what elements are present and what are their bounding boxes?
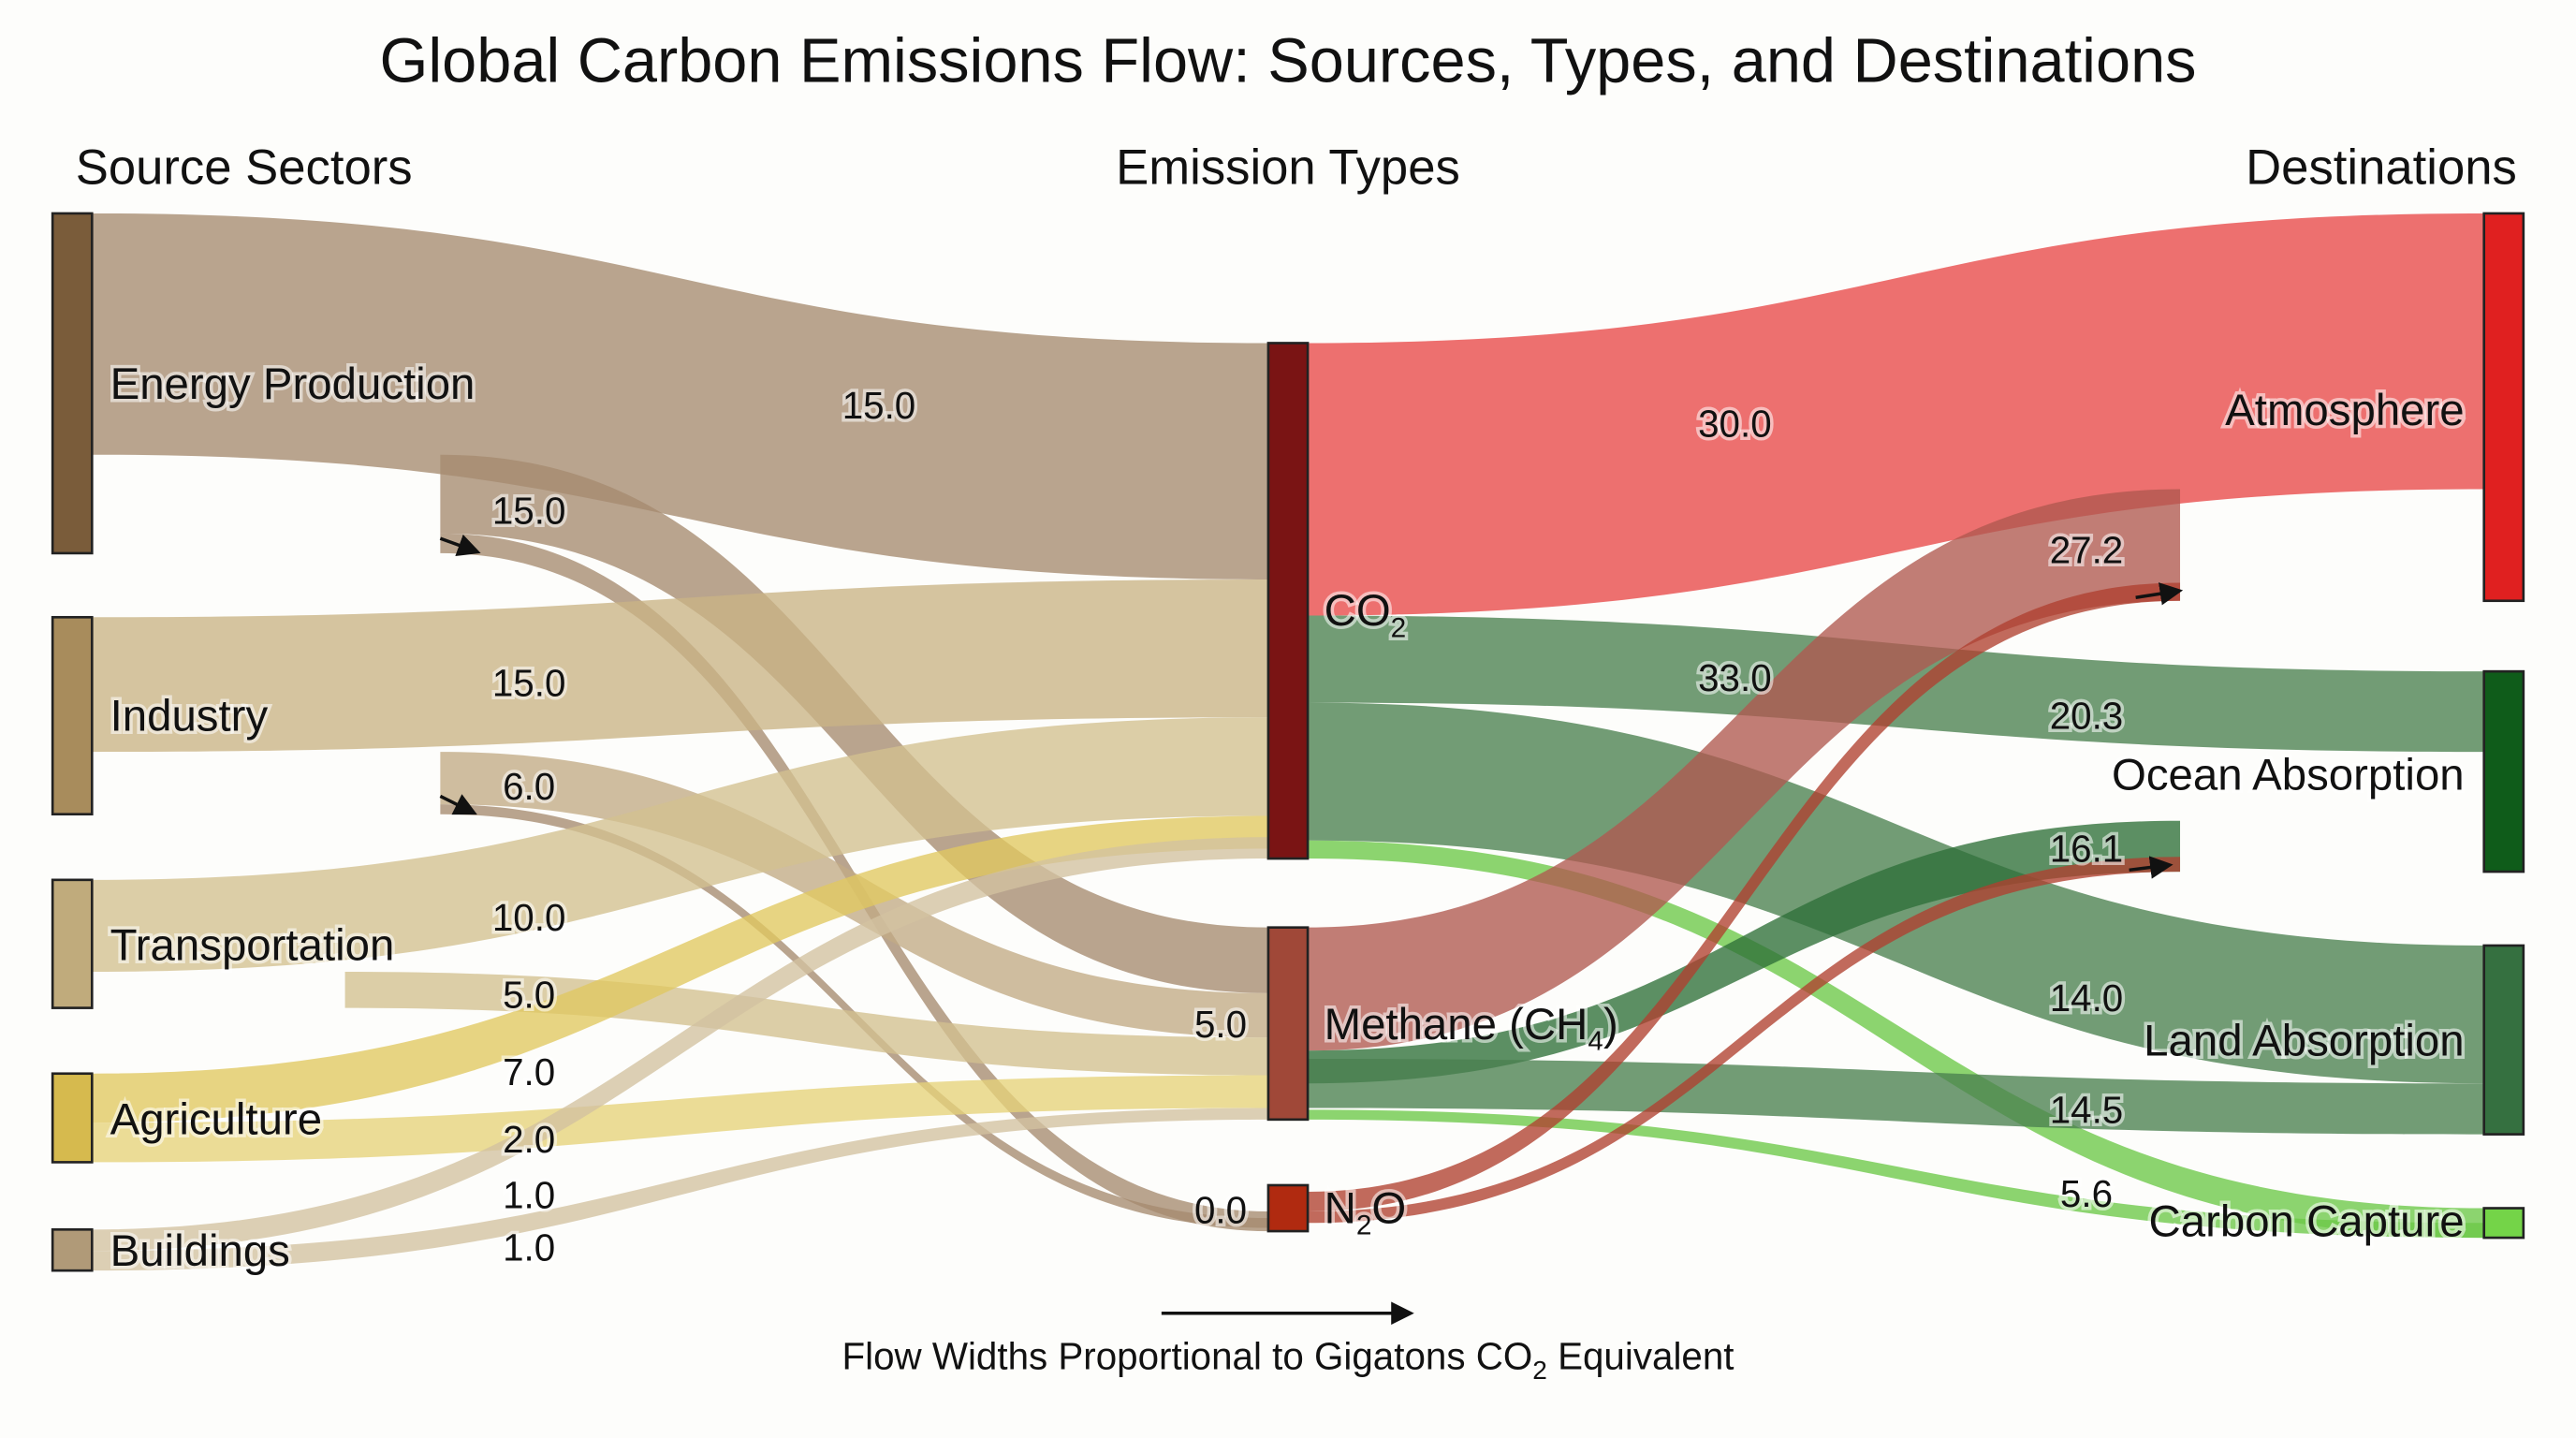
node-methane [1266, 926, 1310, 1122]
flow-co2-to-atmosphere [1308, 213, 2484, 616]
node-label-transport: Transportation [110, 921, 395, 971]
flow-methane-to-capture [1308, 1109, 2484, 1239]
node-atmosphere [2482, 212, 2525, 603]
flow-value-label: 7.0 [503, 1050, 555, 1093]
node-label-n2o: N2O [1325, 1183, 1407, 1240]
flow-methane-to-ocean [1308, 820, 2181, 1084]
flow-arrow [2129, 856, 2174, 879]
flow-value-label: 1.0 [503, 1174, 555, 1217]
flow-value-label: 5.6 [2060, 1172, 2113, 1215]
node-label-methane: Methane (CH4) [1325, 1000, 1618, 1057]
flow-value-label: 0.0 [1194, 1188, 1247, 1231]
node-industry [51, 615, 94, 816]
scale-legend: Flow Widths Proportional to Gigatons CO2… [842, 1301, 1734, 1385]
flow-value-label: 6.0 [503, 765, 555, 808]
flow-value-label: 2.0 [503, 1118, 555, 1161]
flow-agriculture-to-co2 [92, 815, 1268, 1123]
column-header-sources: Source Sectors [76, 139, 413, 195]
node-buildings [51, 1228, 94, 1272]
flow-value-label: 20.3 [2050, 695, 2124, 738]
flow-transport-to-co2 [92, 717, 1268, 973]
node-label-co2: CO2 [1325, 586, 1407, 643]
node-label-buildings: Buildings [110, 1226, 290, 1276]
node-ocean [2482, 669, 2525, 873]
node-label-land: Land Absorption [2144, 1016, 2464, 1065]
flow-value-label: 33.0 [1698, 656, 1772, 699]
flow-value-label: 16.1 [2050, 828, 2124, 871]
column-header-types: Emission Types [1116, 139, 1460, 195]
flow-methane-to-atmosphere [1308, 489, 2181, 1051]
chart-title: Global Carbon Emissions Flow: Sources, T… [379, 27, 2196, 96]
flow-value-label: 5.0 [1194, 1003, 1247, 1046]
flow-value-label: 10.0 [492, 896, 566, 939]
node-label-capture: Carbon Capture [2149, 1196, 2465, 1246]
node-label-industry: Industry [110, 691, 269, 741]
flow-value-label: 14.5 [2050, 1088, 2124, 1131]
flow-value-label: 30.0 [1698, 402, 1772, 445]
flow-n2o-to-ocean [1308, 857, 2181, 1224]
flow-value-label: 15.0 [492, 489, 566, 532]
legend-caption: Flow Widths Proportional to Gigatons CO2… [842, 1334, 1734, 1385]
node-n2o [1266, 1183, 1310, 1233]
flow-value-label: 27.2 [2050, 528, 2124, 571]
node-label-energy: Energy Production [110, 360, 476, 409]
node-transport [51, 878, 94, 1009]
flow-co2-to-capture [1308, 840, 2484, 1239]
flow-links [92, 213, 2484, 1271]
node-label-ocean: Ocean Absorption [2112, 750, 2465, 800]
flow-value-label: 1.0 [503, 1226, 555, 1269]
nodes [51, 212, 2525, 1272]
flow-agriculture-to-methane [92, 1075, 1268, 1163]
flow-value-label: 5.0 [503, 974, 555, 1017]
flow-buildings-to-co2 [92, 837, 1268, 1252]
node-labels: Energy Production Industry Transportation A… [107, 357, 2467, 1280]
node-agriculture [51, 1072, 94, 1164]
flow-arrow [2135, 582, 2184, 606]
node-land [2482, 944, 2525, 1136]
flow-arrow [439, 534, 481, 556]
flow-labels: 15.0 15.0 15.0 6.0 10.0 5.0 7.0 2.0 1.0 1.0 5.0 0.0… [489, 381, 2126, 1273]
flow-value-label: 15.0 [492, 661, 566, 704]
flow-industry-to-co2 [92, 579, 1268, 753]
flow-value-label: 15.0 [842, 384, 916, 427]
flow-n2o-to-atmosphere [1308, 582, 2181, 1212]
node-label-agriculture: Agriculture [110, 1095, 322, 1145]
column-header-destinations: Destinations [2246, 139, 2517, 195]
node-co2 [1266, 342, 1310, 860]
flow-value-label: 14.0 [2050, 976, 2124, 1020]
flow-arrow [439, 794, 477, 815]
node-capture [2482, 1207, 2525, 1240]
node-label-atmosphere: Atmosphere [2225, 386, 2464, 435]
node-energy [51, 212, 94, 555]
flow-energy-to-co2 [92, 213, 1268, 580]
flow-buildings-to-methane [92, 1108, 1268, 1271]
